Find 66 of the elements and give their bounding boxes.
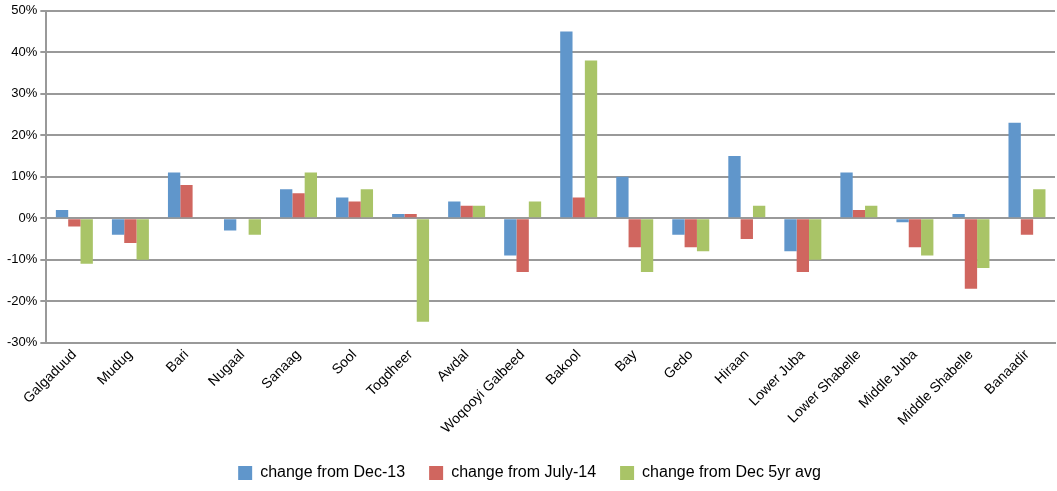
bar [516, 219, 529, 273]
bar [336, 197, 349, 218]
bar [472, 205, 486, 218]
bar [560, 31, 573, 218]
bar [460, 205, 473, 218]
bar [740, 219, 753, 239]
bar [784, 219, 797, 252]
x-tick-label: Bay [611, 346, 640, 375]
bar [392, 214, 405, 218]
bar [840, 172, 853, 218]
y-tick-label: -10% [6, 251, 38, 267]
legend-label: change from Dec 5yr avg [642, 463, 821, 481]
bar [896, 219, 909, 223]
bar [223, 219, 237, 231]
bar [80, 219, 93, 264]
bar [684, 219, 697, 248]
bar [68, 219, 81, 227]
y-tick-label: 10% [11, 168, 38, 184]
bar [1033, 189, 1046, 218]
bar [448, 201, 461, 218]
bar [672, 219, 685, 235]
bar [584, 60, 598, 218]
y-tick-label: -30% [6, 334, 38, 350]
bar [167, 172, 181, 218]
y-tick-label: -20% [6, 292, 38, 308]
bar [248, 219, 261, 235]
bar [809, 219, 822, 260]
y-tick-label: 0% [18, 209, 38, 225]
bar [304, 172, 317, 218]
bar [360, 189, 374, 218]
bar [796, 219, 809, 273]
bar [55, 209, 69, 218]
bar [728, 155, 741, 218]
bar [504, 219, 517, 256]
bar [180, 185, 193, 218]
y-tick-label: 40% [11, 43, 38, 59]
bar [752, 205, 766, 218]
x-tick-label: Bari [162, 346, 192, 376]
bar [348, 201, 361, 218]
bar [977, 219, 990, 268]
bar [111, 219, 125, 235]
bar [852, 209, 866, 218]
legend-label: change from Dec-13 [260, 463, 406, 481]
bar [921, 219, 934, 256]
bar [964, 219, 978, 289]
bar [1008, 122, 1021, 218]
y-tick-label: 50% [11, 2, 38, 18]
bar [952, 214, 965, 218]
bar [628, 219, 641, 248]
y-tick-label: 20% [11, 126, 38, 142]
bar [865, 205, 878, 218]
bar [696, 219, 710, 252]
bar [124, 219, 137, 244]
y-tick-label: 30% [11, 85, 38, 101]
bar [572, 197, 585, 218]
bar [280, 189, 293, 218]
bar [136, 219, 149, 260]
bar [1020, 219, 1034, 235]
bar [908, 219, 922, 248]
bar [616, 176, 629, 218]
bar [416, 219, 430, 322]
bar [528, 201, 542, 218]
legend-label: change from July-14 [451, 463, 597, 481]
bar [292, 193, 305, 218]
bar [404, 214, 417, 218]
bar [640, 219, 654, 273]
